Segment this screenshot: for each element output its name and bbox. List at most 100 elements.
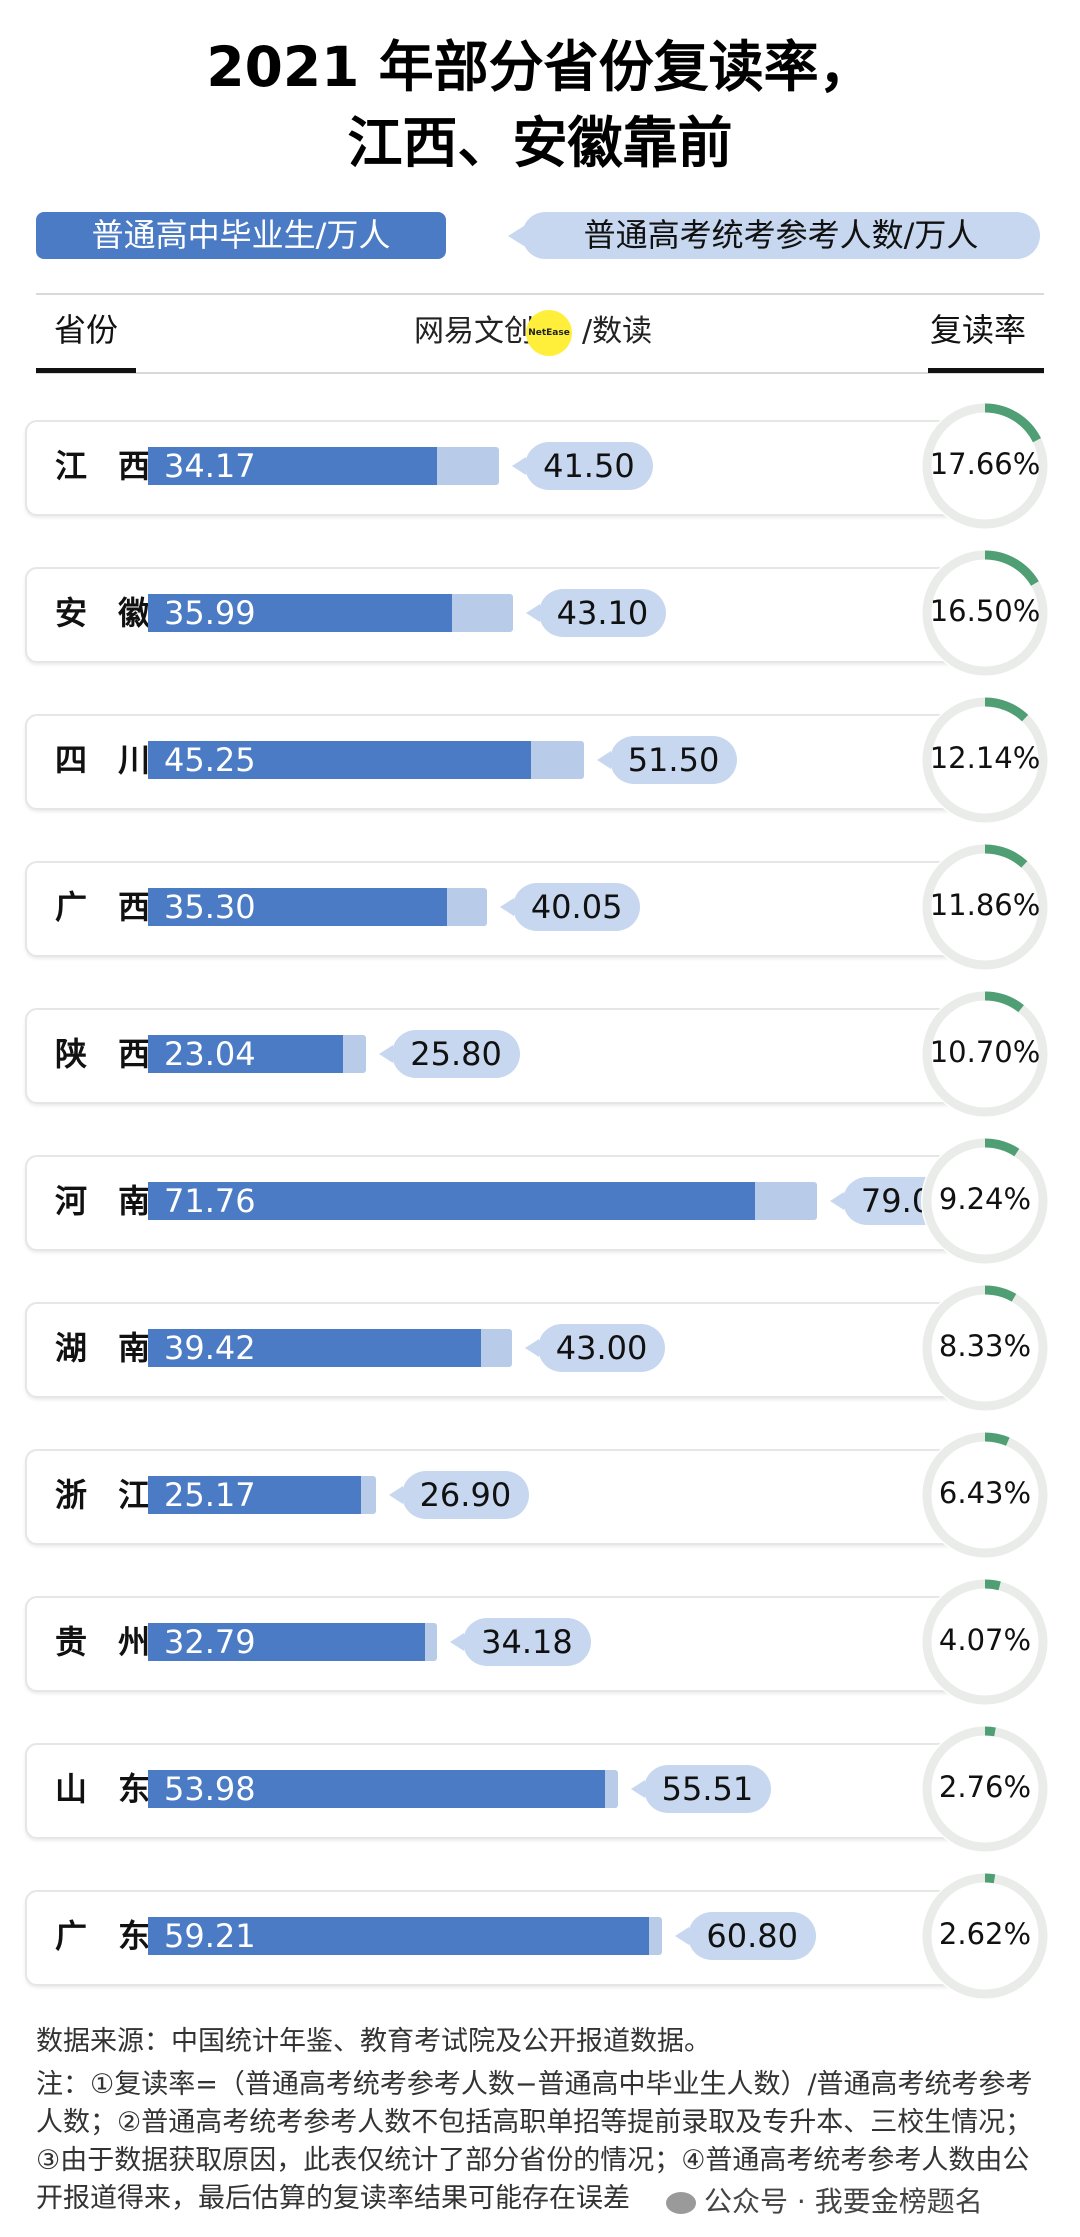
graduates-value-label: 35.30 [164, 888, 256, 926]
row-card: 浙 江 25.17 26.90 [25, 1449, 1017, 1545]
rate-ring [921, 843, 1049, 971]
rate-value-label: 11.86% [929, 888, 1041, 922]
rate-ring-background [921, 1431, 1049, 1559]
netease-logo-icon: NetEase [526, 310, 572, 356]
province-label: 河 南 [55, 1182, 161, 1220]
rate-ring [921, 402, 1049, 530]
exam-label-tip [450, 1633, 465, 1651]
row-card: 贵 州 32.79 34.18 [25, 1596, 1017, 1692]
exam-takers-value-label: 55.51 [643, 1765, 772, 1813]
exam-label-tip [525, 604, 540, 622]
province-label: 陕 西 [55, 1035, 161, 1073]
header-underline-rate [928, 368, 1044, 373]
province-label: 广 西 [55, 888, 161, 926]
rate-value-label: 12.14% [929, 741, 1041, 775]
wechat-icon [666, 2192, 696, 2214]
exam-label-tip [596, 751, 611, 769]
footer-watermark-text: 公众号 · 我要金榜题名 [704, 2185, 983, 2218]
province-label: 贵 州 [55, 1623, 161, 1661]
graduates-value-label: 39.42 [164, 1329, 256, 1367]
chart-title-line-2: 江西、安徽靠前 [347, 111, 733, 175]
footer-note: 注：①复读率=（普通高考统考参考人数−普通高中毕业生人数）/普通高考统考参考人数… [36, 2069, 1033, 2214]
legend-exam-tip [508, 226, 524, 246]
exam-takers-value-label: 43.00 [537, 1324, 666, 1372]
footer-watermark: 公众号 · 我要金榜题名 [658, 2182, 983, 2222]
exam-label-tip [512, 457, 527, 475]
row-card: 江 西 34.17 41.50 [25, 420, 1017, 516]
rate-ring [921, 549, 1049, 677]
row-card: 河 南 71.76 79.07 [25, 1155, 1017, 1251]
row-card: 四 川 45.25 51.50 [25, 714, 1017, 810]
graduates-value-label: 32.79 [164, 1623, 256, 1661]
rate-ring-background [921, 402, 1049, 530]
exam-takers-value-label: 51.50 [609, 736, 738, 784]
row-card: 安 徽 35.99 43.10 [25, 567, 1017, 663]
header-underline-province [36, 368, 136, 373]
rate-value-label: 16.50% [929, 594, 1041, 628]
rate-ring-background [921, 1137, 1049, 1265]
exam-takers-value-label: 25.80 [392, 1030, 520, 1078]
exam-label-tip [675, 1927, 690, 1945]
rate-ring-arc [984, 1285, 1017, 1302]
rate-ring [921, 696, 1049, 824]
rate-value-label: 17.66% [929, 447, 1041, 481]
province-label: 湖 南 [55, 1329, 161, 1367]
exam-takers-value-label: 34.18 [463, 1618, 591, 1666]
bar-graduates [148, 1917, 649, 1955]
exam-takers-value-label: 26.90 [401, 1471, 530, 1519]
exam-takers-value-label: 41.50 [525, 442, 653, 490]
rate-value-label: 2.76% [938, 1770, 1032, 1804]
graduates-value-label: 23.04 [164, 1035, 256, 1073]
province-label: 江 西 [55, 447, 161, 485]
header-bottom-rule [36, 372, 1044, 374]
rate-ring-background [921, 1578, 1049, 1706]
rate-ring-background [921, 696, 1049, 824]
rate-ring-arc [984, 403, 1041, 443]
rate-ring-arc [984, 550, 1039, 586]
rate-ring-arc [984, 844, 1028, 868]
row-card: 湖 南 39.42 43.00 [25, 1302, 1017, 1398]
header-top-rule [36, 293, 1044, 295]
header-rate: 复读率 [930, 311, 1027, 349]
rate-ring-arc [984, 1726, 996, 1737]
rate-value-label: 6.43% [938, 1476, 1032, 1510]
rate-ring [921, 1872, 1049, 2000]
province-label: 四 川 [55, 741, 161, 779]
rate-ring-arc [984, 1873, 996, 1884]
exam-label-tip [630, 1780, 645, 1798]
bar-graduates [148, 1476, 361, 1514]
bar-graduates [148, 1329, 482, 1367]
legend-exam-takers: 普通高考统考参考人数/万人 [522, 212, 1040, 259]
rate-value-label: 4.07% [938, 1623, 1032, 1657]
graduates-value-label: 71.76 [164, 1182, 256, 1220]
exam-takers-value-label: 60.80 [688, 1912, 816, 1960]
bar-graduates [148, 888, 447, 926]
rate-ring-background [921, 1725, 1049, 1853]
chart-title-line-1: 2021 年部分省份复读率， [206, 35, 874, 99]
bar-graduates [148, 1035, 343, 1073]
exam-takers-value-label: 40.05 [512, 883, 641, 931]
exam-label-tip [499, 898, 514, 916]
legend-graduates: 普通高中毕业生/万人 [36, 212, 446, 259]
exam-label-tip [524, 1339, 539, 1357]
rate-ring [921, 1284, 1049, 1412]
rate-ring-background [921, 1284, 1049, 1412]
graduates-value-label: 59.21 [164, 1917, 256, 1955]
rate-ring-arc [984, 991, 1024, 1013]
bar-graduates [148, 1182, 756, 1220]
watermark-text: 网易文创 [414, 314, 534, 349]
rate-ring-background [921, 1872, 1049, 2000]
rate-ring-background [921, 843, 1049, 971]
exam-label-tip [388, 1486, 403, 1504]
bar-graduates [148, 1770, 605, 1808]
header-province: 省份 [54, 311, 119, 349]
graduates-value-label: 45.25 [164, 741, 256, 779]
rate-value-label: 9.24% [938, 1182, 1032, 1216]
rate-value-label: 10.70% [929, 1035, 1041, 1069]
row-card: 广 东 59.21 60.80 [25, 1890, 1017, 1986]
rate-value-label: 8.33% [938, 1329, 1032, 1363]
rate-ring-arc [984, 1138, 1020, 1157]
bar-graduates [148, 594, 453, 632]
province-label: 浙 江 [55, 1476, 161, 1514]
rate-ring [921, 990, 1049, 1118]
